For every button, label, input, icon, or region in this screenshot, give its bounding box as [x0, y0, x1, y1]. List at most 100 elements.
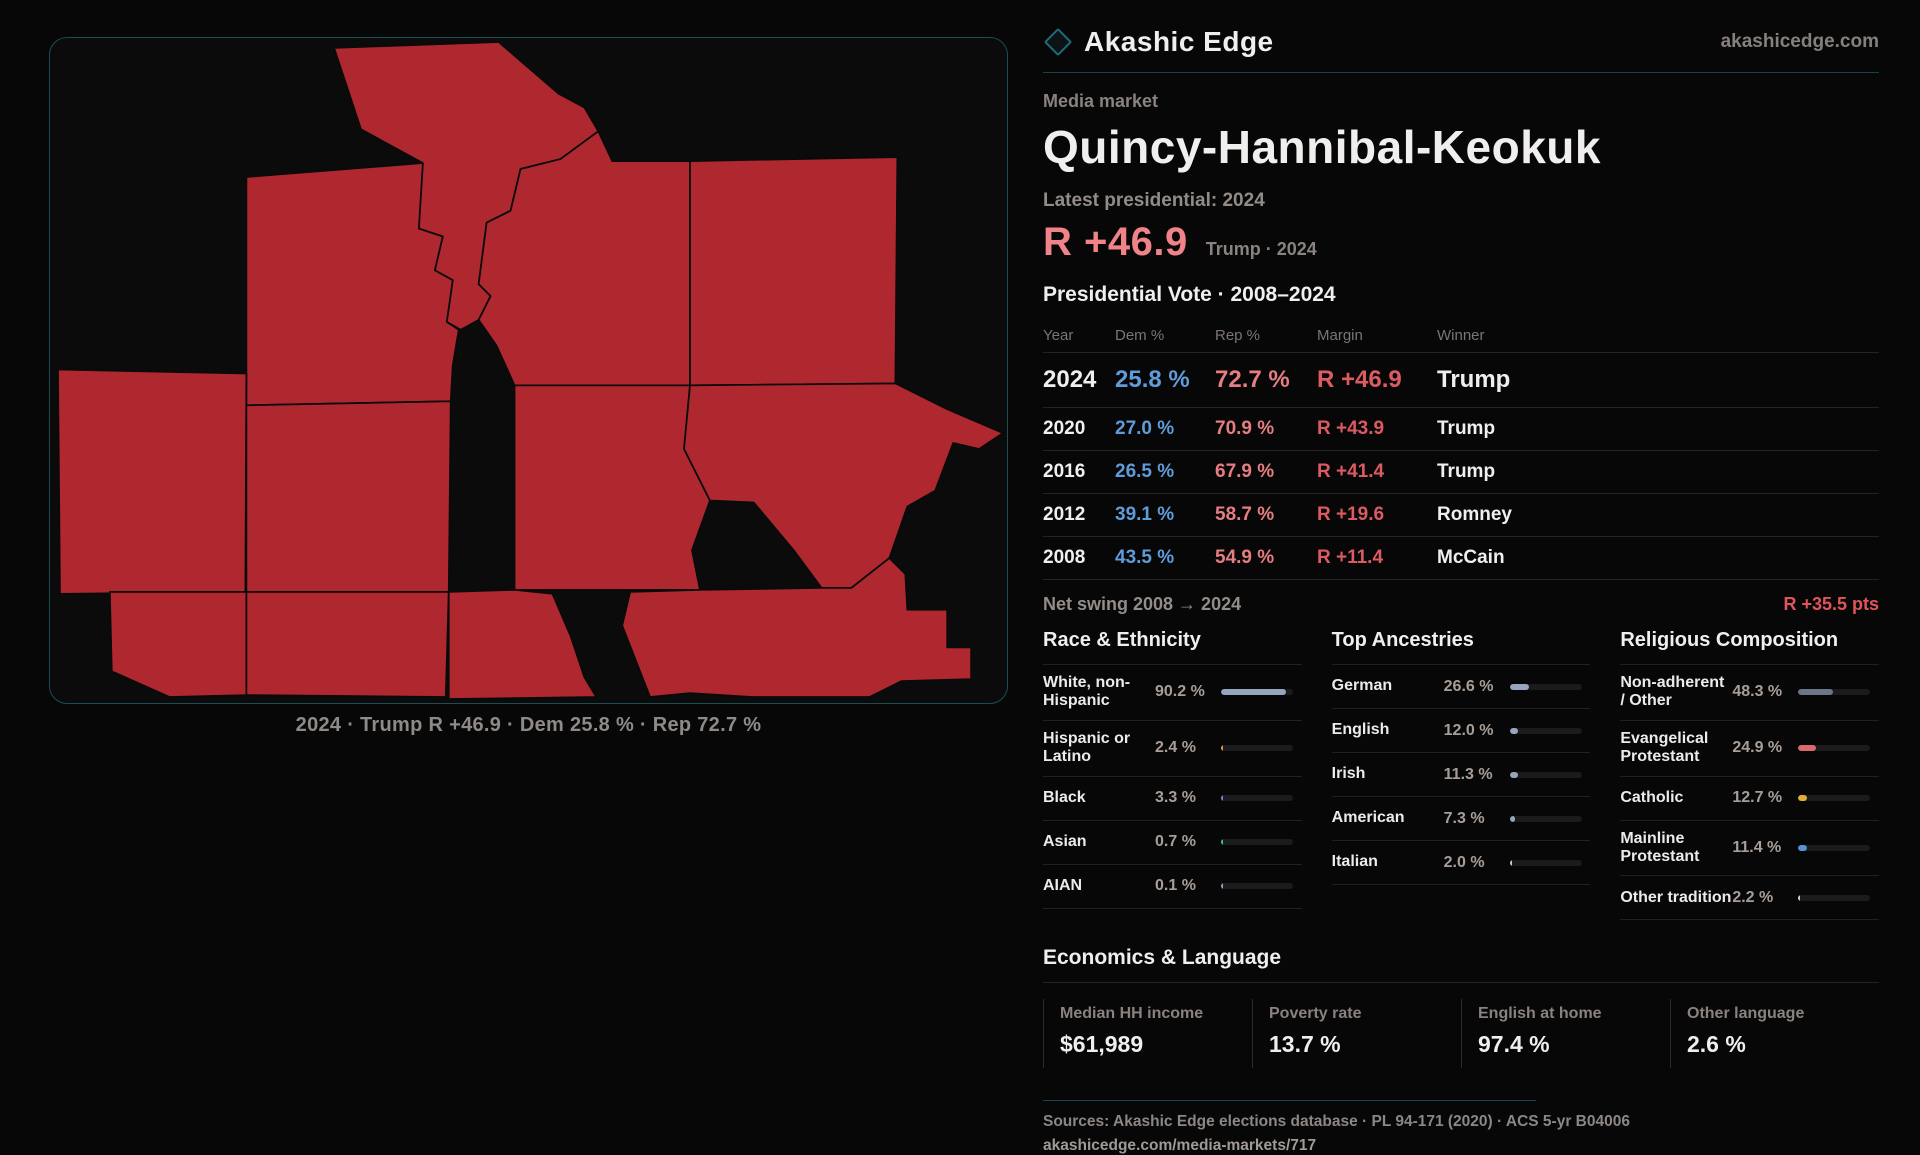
permalink[interactable]: akashicedge.com/media-markets/717 — [1043, 1137, 1317, 1155]
demo-label: Catholic — [1620, 788, 1684, 806]
report-panel: Akashic Edge akashicedge.com Media marke… — [1043, 26, 1879, 1155]
demo-label: Hispanic or Latino — [1043, 729, 1131, 766]
county-shape — [683, 382, 1004, 589]
demo-value: 26.6 % — [1443, 677, 1494, 695]
religious-composition-list: Non-adherent / Other 48.3 % Evangelical … — [1620, 664, 1879, 921]
cell-dem: 26.5 % — [1115, 461, 1175, 482]
stat-label: English at home — [1478, 1005, 1602, 1023]
demo-label: American — [1331, 809, 1405, 827]
race-ethnicity-title: Race & Ethnicity — [1043, 629, 1201, 651]
col-year: Year — [1043, 327, 1074, 344]
demo-value: 11.3 % — [1443, 765, 1493, 783]
cell-year: 2024 — [1043, 366, 1097, 393]
list-item: English 12.0 % — [1331, 709, 1591, 753]
cell-year: 2016 — [1043, 461, 1086, 482]
demo-label: English — [1331, 721, 1390, 739]
demo-label: Italian — [1331, 853, 1378, 871]
demo-label: Other tradition — [1620, 888, 1732, 906]
list-item: Catholic 12.7 % — [1620, 777, 1879, 821]
county-shape — [108, 590, 248, 698]
demo-bar — [1509, 815, 1582, 822]
county-shape — [477, 130, 691, 387]
demo-bar — [1509, 683, 1582, 690]
religious-composition-column: Religious Composition Non-adherent / Oth… — [1620, 629, 1879, 921]
demo-label: Mainline Protestant — [1620, 829, 1700, 865]
headline-margin-value: R +46.9 — [1043, 220, 1188, 264]
stat-value: 13.7 % — [1269, 1031, 1341, 1058]
cell-dem: 39.1 % — [1115, 504, 1175, 525]
top-ancestries-title: Top Ancestries — [1331, 629, 1474, 651]
economics-stats: Median HH income $61,989 Poverty rate 13… — [1043, 999, 1879, 1069]
cell-dem: 43.5 % — [1115, 547, 1175, 568]
county-shape — [621, 557, 972, 698]
county-shape — [57, 368, 248, 595]
table-row: 2008 43.5 % 54.9 % R +11.4 McCain — [1043, 537, 1879, 580]
religious-composition-title: Religious Composition — [1620, 629, 1839, 651]
demo-bar — [1509, 727, 1582, 734]
cell-margin: R +19.6 — [1317, 504, 1385, 525]
cell-winner: Romney — [1437, 504, 1512, 525]
col-dem: Dem % — [1115, 327, 1165, 344]
cell-rep: 67.9 % — [1215, 461, 1275, 482]
diamond-logo-icon — [1043, 27, 1073, 57]
cell-rep: 54.9 % — [1215, 547, 1275, 568]
list-item: Asian 0.7 % — [1043, 821, 1302, 865]
race-ethnicity-list: White, non-Hispanic 90.2 % Hispanic or L… — [1043, 664, 1302, 909]
cell-rep: 70.9 % — [1215, 418, 1275, 439]
economics-divider — [1043, 982, 1879, 984]
stat-cell: Poverty rate 13.7 % — [1252, 999, 1461, 1069]
presidential-vote-table: Year Dem % Rep % Margin Winner 2024 25.8… — [1043, 319, 1879, 580]
stat-cell: Other language 2.6 % — [1670, 999, 1879, 1069]
economics-language-title: Economics & Language — [1043, 946, 1282, 970]
top-ancestries-column: Top Ancestries German 26.6 % English 12.… — [1331, 629, 1591, 920]
stat-cell: Median HH income $61,989 — [1043, 999, 1252, 1069]
demo-value: 2.0 % — [1443, 853, 1485, 871]
demo-value: 24.9 % — [1732, 739, 1783, 757]
county-shape — [447, 588, 598, 700]
cell-year: 2008 — [1043, 547, 1086, 568]
cell-dem: 27.0 % — [1115, 418, 1175, 439]
demo-bar — [1798, 745, 1871, 752]
county-choropleth-map — [57, 41, 1004, 700]
list-item: Italian 2.0 % — [1331, 841, 1591, 885]
demo-label: Black — [1043, 788, 1086, 806]
brand-domain-link[interactable]: akashicedge.com — [1720, 31, 1879, 52]
demo-bar — [1798, 795, 1871, 802]
demo-value: 2.2 % — [1732, 888, 1774, 906]
demo-value: 11.4 % — [1732, 838, 1782, 856]
cell-winner: McCain — [1437, 547, 1505, 568]
demo-bar — [1221, 745, 1293, 752]
demographics-section: Race & Ethnicity White, non-Hispanic 90.… — [1043, 629, 1879, 921]
header-divider — [1043, 72, 1879, 73]
stat-cell: English at home 97.4 % — [1461, 999, 1670, 1069]
county-shape — [513, 384, 711, 591]
footer-divider — [1043, 1100, 1537, 1102]
demo-label: German — [1331, 677, 1393, 695]
brand-header: Akashic Edge akashicedge.com — [1043, 26, 1879, 58]
list-item: German 26.6 % — [1331, 665, 1591, 709]
list-item: American 7.3 % — [1331, 797, 1591, 841]
cell-margin: R +41.4 — [1317, 461, 1385, 482]
net-swing-value: R +35.5 pts — [1783, 594, 1879, 614]
demo-bar — [1509, 859, 1582, 866]
top-ancestries-list: German 26.6 % English 12.0 % Irish 11.3 … — [1331, 664, 1591, 885]
demo-label: Evangelical Protestant — [1620, 729, 1709, 766]
demo-value: 3.3 % — [1155, 789, 1196, 807]
kicker-media-market: Media market — [1043, 91, 1159, 111]
stat-value: $61,989 — [1060, 1031, 1144, 1058]
list-item: Hispanic or Latino 2.4 % — [1043, 721, 1302, 777]
cell-margin: R +11.4 — [1317, 547, 1384, 568]
table-row: 2012 39.1 % 58.7 % R +19.6 Romney — [1043, 494, 1879, 537]
brand-name: Akashic Edge — [1084, 26, 1274, 57]
race-ethnicity-column: Race & Ethnicity White, non-Hispanic 90.… — [1043, 629, 1302, 920]
stat-label: Median HH income — [1060, 1005, 1204, 1023]
stat-value: 97.4 % — [1478, 1031, 1550, 1058]
demo-label: Asian — [1043, 832, 1087, 850]
net-swing-label: Net swing 2008 → 2024 — [1043, 594, 1242, 614]
sources-line: Sources: Akashic Edge elections database… — [1043, 1113, 1630, 1131]
demo-bar — [1221, 689, 1293, 696]
stat-label: Poverty rate — [1269, 1005, 1362, 1023]
headline-margin-row: R +46.9 Trump · 2024 — [1043, 220, 1879, 265]
demo-label: White, non-Hispanic — [1043, 674, 1131, 710]
table-row: 2016 26.5 % 67.9 % R +41.4 Trump — [1043, 451, 1879, 494]
